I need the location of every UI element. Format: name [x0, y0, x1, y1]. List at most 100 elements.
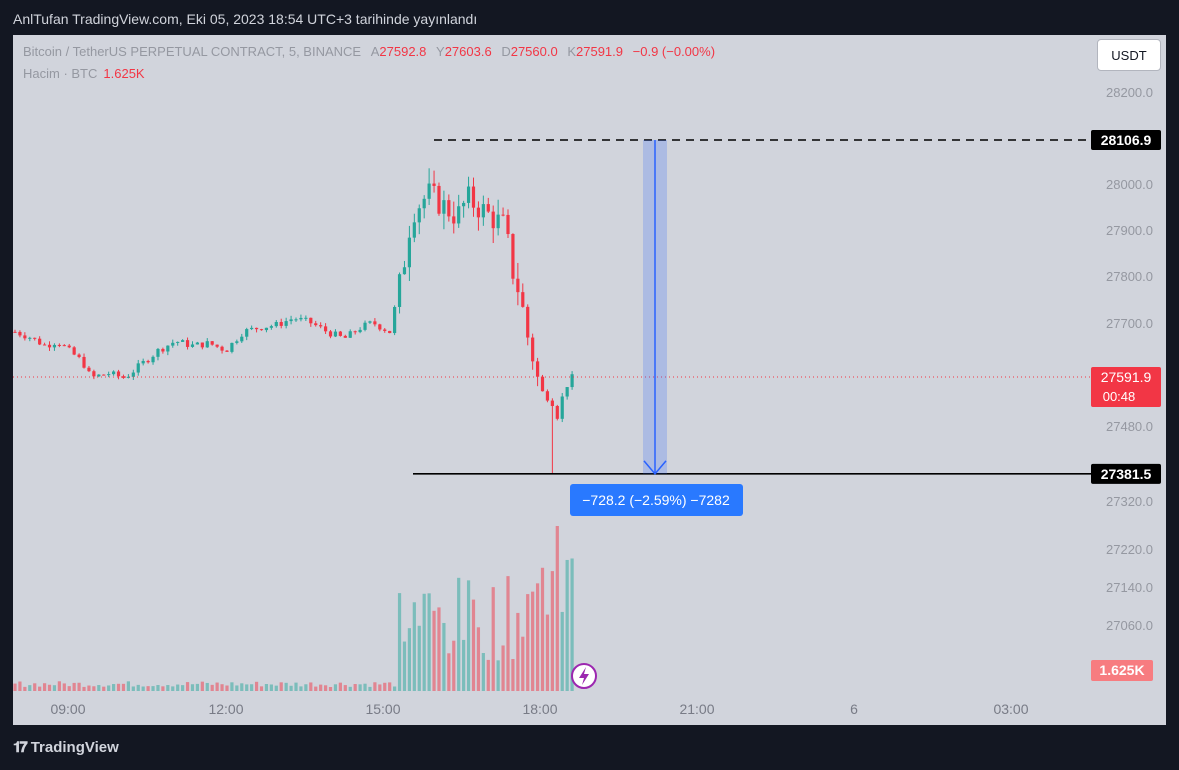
candle-body	[447, 200, 451, 217]
candle-body	[225, 350, 229, 352]
volume-bar	[225, 685, 229, 691]
volume-bar	[417, 625, 421, 691]
volume-bar	[200, 681, 204, 691]
volume-bar	[112, 684, 116, 691]
volume-bar	[343, 685, 347, 691]
candle-body	[259, 329, 264, 331]
volume-label: Hacim · BTC	[23, 66, 98, 81]
volume-bar	[486, 659, 490, 691]
volume-bar	[402, 641, 407, 691]
candle-body	[67, 345, 71, 348]
volume-bar	[77, 682, 81, 691]
candle-body	[126, 376, 130, 378]
low-price-label-box	[1091, 463, 1161, 484]
candle-body	[77, 354, 81, 357]
volume-bar	[383, 682, 387, 691]
candle-body	[466, 186, 471, 203]
candle-body	[323, 326, 328, 332]
volume-bar	[333, 684, 338, 691]
volume-bar	[171, 686, 175, 691]
volume-bar	[407, 628, 411, 691]
volume-bar	[393, 686, 397, 691]
candle-body	[309, 317, 313, 324]
volume-bar	[314, 686, 318, 691]
tradingview-logo[interactable]: 𝟏𝟕 TradingView	[13, 739, 119, 756]
candle-body	[437, 185, 441, 214]
candle-body	[284, 321, 288, 326]
candle-body	[462, 202, 466, 207]
volume-bar	[107, 685, 111, 691]
volume-bar	[452, 640, 456, 691]
candle-body	[215, 344, 219, 347]
volume-bar	[516, 612, 520, 691]
candle-body	[235, 341, 239, 343]
volume-bar	[156, 685, 160, 691]
volume-bar	[215, 682, 219, 691]
candle-body	[269, 326, 273, 328]
volume-bar	[437, 607, 441, 691]
volume-bar	[146, 686, 150, 691]
candle-body	[82, 356, 86, 368]
x-tick-label: 21:00	[679, 701, 714, 717]
candle-body	[166, 345, 170, 352]
y-tick-label: 27900.0	[1106, 223, 1153, 238]
high-label: Y	[436, 44, 445, 59]
low-price-label: 27381.5	[1101, 466, 1152, 482]
volume-bar	[481, 653, 485, 691]
tradingview-logo-icon: 𝟏𝟕	[13, 739, 28, 756]
candle-body	[388, 330, 392, 334]
volume-bar	[250, 684, 254, 691]
price-chart[interactable]: 28200.0 28000.0 27900.0 27800.0 27700.0 27480…	[13, 35, 1166, 725]
y-tick-label: 27320.0	[1106, 494, 1153, 509]
volume-bar	[210, 684, 214, 691]
volume-bar	[412, 602, 416, 691]
candle-body	[200, 342, 204, 348]
candle-body	[146, 360, 150, 363]
candle-body	[47, 344, 52, 348]
low-label: D	[501, 44, 511, 59]
volume-bar	[161, 686, 165, 691]
candle-body	[102, 374, 106, 376]
volume-legend: Hacim · BTC 1.625K	[23, 66, 145, 81]
volume-bar	[535, 583, 540, 691]
volume-bar	[284, 682, 288, 691]
chart-area[interactable]: 28200.0 28000.0 27900.0 27800.0 27700.0 27480…	[13, 35, 1166, 725]
volume-bar	[540, 567, 545, 691]
volume-bar	[264, 684, 269, 691]
candle-body	[363, 322, 367, 330]
y-tick-label: 28200.0	[1106, 85, 1153, 100]
low-value: 27560.0	[510, 44, 558, 59]
volume-bar	[565, 559, 569, 691]
volume-value: 1.625K	[103, 66, 145, 81]
candle-body	[343, 335, 347, 338]
high-price-label-box	[1091, 130, 1161, 150]
candle-body	[531, 337, 535, 362]
volume-bar	[92, 686, 96, 691]
volume-price-label: 1.625K	[1099, 662, 1144, 678]
candle-body	[506, 214, 510, 235]
volume-bar	[427, 593, 431, 691]
candle-body	[328, 331, 333, 337]
candle-body	[33, 337, 37, 339]
candle-body	[521, 292, 525, 307]
volume-bar	[397, 593, 402, 691]
volume-bar	[235, 685, 239, 691]
volume-bar	[294, 682, 298, 691]
volume-bar	[491, 587, 495, 691]
currency-button[interactable]: USDT	[1097, 39, 1161, 71]
volume-bar	[447, 653, 451, 691]
measure-label-box	[570, 484, 743, 516]
volume-bar	[466, 580, 471, 691]
candle-body	[87, 367, 91, 372]
candle-body	[457, 206, 461, 224]
candle-body	[550, 400, 554, 407]
candle-body	[131, 372, 135, 377]
volume-bar	[82, 686, 86, 691]
volume-bar	[363, 683, 367, 691]
volume-bar	[28, 685, 32, 691]
candle-body	[486, 204, 490, 212]
volume-bar	[501, 645, 505, 691]
measure-arrowhead	[643, 460, 667, 475]
candle-body	[402, 267, 407, 275]
candle-body	[476, 207, 481, 218]
